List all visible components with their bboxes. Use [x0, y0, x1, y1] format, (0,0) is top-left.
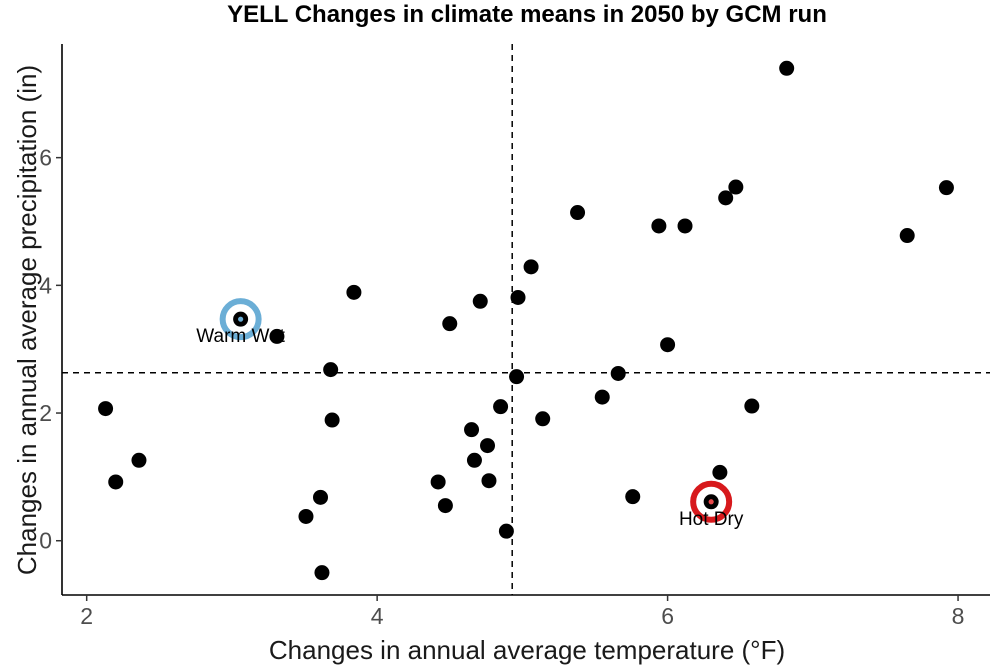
data-point: [131, 452, 147, 468]
data-point: [437, 498, 453, 514]
data-point: [269, 328, 285, 344]
data-point: [313, 489, 329, 505]
y-tick-label: 4: [39, 272, 52, 298]
data-point: [938, 180, 954, 196]
y-tick-label: 2: [39, 400, 52, 426]
data-point: [108, 474, 124, 490]
data-point: [493, 399, 509, 415]
data-point: [472, 293, 488, 309]
hot-dry-label: Hot Dry: [679, 509, 744, 530]
x-axis-ticks: 2 4 6 8: [80, 595, 964, 629]
reference-lines: [62, 44, 990, 595]
x-tick-label: 2: [80, 603, 93, 629]
data-point: [510, 289, 526, 305]
data-point: [594, 389, 610, 405]
data-point: [98, 401, 114, 417]
data-point: [324, 412, 340, 428]
data-point: [466, 452, 482, 468]
data-point: [535, 411, 551, 427]
x-tick-label: 6: [661, 603, 674, 629]
warm-wet-highlight-dot: [238, 316, 244, 322]
warm-wet-highlight-ring: [219, 298, 262, 341]
hot-dry-highlight-ring: [690, 480, 733, 523]
data-point: [712, 464, 728, 480]
data-point: [464, 422, 480, 438]
chart-title: YELL Changes in climate means in 2050 by…: [227, 1, 827, 28]
data-point: [314, 565, 330, 581]
data-point: [323, 362, 339, 378]
hot-dry-highlight-dot: [708, 499, 714, 505]
data-point: [779, 60, 795, 76]
x-axis-title: Changes in annual average temperature (°…: [269, 635, 785, 665]
data-point: [728, 179, 744, 195]
highlighted-runs: Warm Wet Hot Dry: [196, 298, 744, 530]
x-tick-label: 4: [371, 603, 384, 629]
y-tick-label: 6: [39, 145, 52, 171]
data-point: [718, 190, 734, 206]
y-axis-title: Changes in annual average precipitation …: [12, 65, 42, 575]
y-tick-label: 0: [39, 528, 52, 554]
warm-wet-label: Warm Wet: [196, 326, 285, 347]
data-point: [481, 473, 497, 489]
data-point: [744, 398, 760, 414]
data-point: [610, 365, 626, 381]
data-point: [523, 259, 539, 275]
data-point: [899, 228, 915, 244]
data-points: [98, 60, 954, 581]
data-point: [677, 218, 693, 234]
y-axis-ticks: 0 2 4 6: [39, 145, 62, 554]
data-point: [651, 218, 667, 234]
data-point: [480, 438, 496, 454]
data-point: [625, 489, 641, 505]
data-point: [498, 523, 514, 539]
data-point: [442, 316, 458, 332]
data-point: [509, 369, 525, 385]
data-point: [430, 474, 446, 490]
data-point: [346, 284, 362, 300]
data-point: [570, 205, 586, 221]
x-tick-label: 8: [952, 603, 965, 629]
data-point: [298, 508, 314, 524]
data-point: [660, 337, 676, 353]
